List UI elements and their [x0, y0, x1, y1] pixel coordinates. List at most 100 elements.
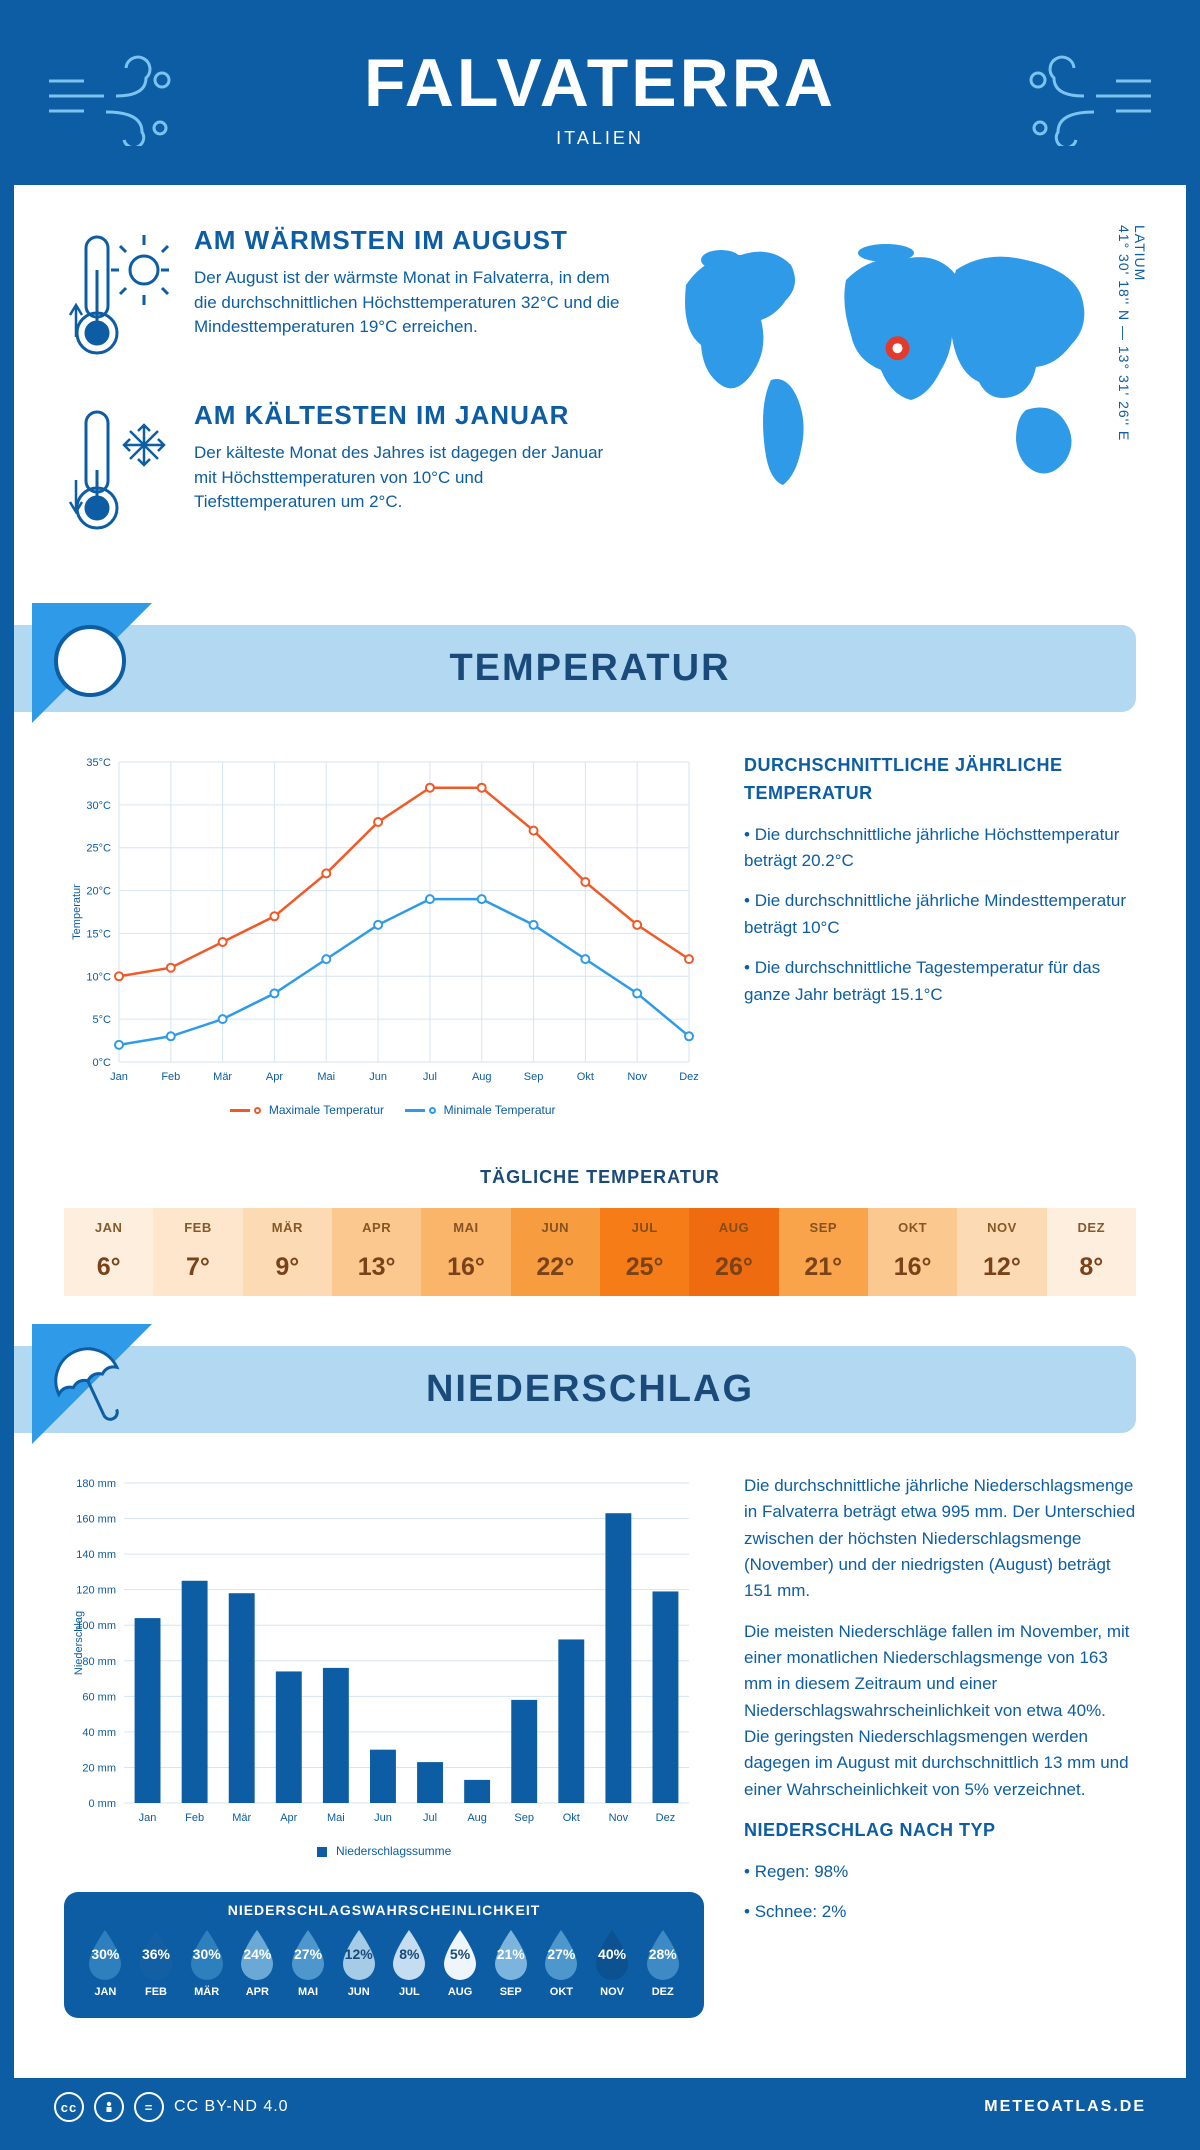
content: AM WÄRMSTEN IM AUGUST Der August ist der… — [14, 185, 1186, 2078]
temperature-line-chart: 0°C5°C10°C15°C20°C25°C30°C35°CJanFebMärA… — [64, 752, 704, 1092]
daily-temp-cell: SEP21° — [779, 1208, 868, 1296]
probability-cell: 40% NOV — [587, 1928, 638, 1998]
warmest-body: Der August ist der wärmste Monat in Falv… — [194, 266, 626, 340]
temperature-panel: 0°C5°C10°C15°C20°C25°C30°C35°CJanFebMärA… — [64, 752, 1136, 1127]
svg-text:Nov: Nov — [627, 1071, 647, 1083]
coldest-body: Der kälteste Monat des Jahres ist dagege… — [194, 441, 626, 515]
wind-icon — [1006, 46, 1156, 146]
probability-cell: 36% FEB — [131, 1928, 182, 1998]
legend-max-label: Maximale Temperatur — [269, 1103, 384, 1117]
warmest-block: AM WÄRMSTEN IM AUGUST Der August ist der… — [64, 225, 626, 370]
legend-min-label: Minimale Temperatur — [444, 1103, 556, 1117]
world-map-icon — [656, 225, 1116, 505]
probability-row: 30% JAN 36% FEB 30% MÄR 24% — [80, 1928, 688, 1998]
brand-label: METEOATLAS.DE — [984, 2098, 1146, 2116]
probability-cell: 28% DEZ — [637, 1928, 688, 1998]
svg-text:0°C: 0°C — [93, 1057, 112, 1069]
coordinates: LATIUM 41° 30' 18'' N — 13° 31' 26'' E — [1116, 225, 1148, 441]
intro-left: AM WÄRMSTEN IM AUGUST Der August ist der… — [64, 225, 626, 575]
header: FALVATERRA ITALIEN — [14, 14, 1186, 185]
daily-temp-cell: AUG26° — [689, 1208, 778, 1296]
svg-text:Mär: Mär — [232, 1812, 251, 1824]
temp-side-bullet: Die durchschnittliche jährliche Höchstte… — [744, 822, 1136, 875]
precip-type-list: Regen: 98%Schnee: 2% — [744, 1859, 1136, 1926]
intro-section: AM WÄRMSTEN IM AUGUST Der August ist der… — [64, 225, 1136, 575]
umbrella-icon — [32, 1324, 152, 1444]
coords-label: 41° 30' 18'' N — 13° 31' 26'' E — [1116, 225, 1132, 441]
daily-temp-cell: FEB7° — [153, 1208, 242, 1296]
precip-type-bullet: Schnee: 2% — [744, 1899, 1136, 1925]
page: FALVATERRA ITALIEN — [0, 0, 1200, 2150]
daily-temp-cell: MÄR9° — [243, 1208, 332, 1296]
page-title: FALVATERRA — [34, 44, 1166, 122]
page-subtitle: ITALIEN — [34, 128, 1166, 149]
svg-text:Dez: Dez — [656, 1812, 676, 1824]
precip-type-title: NIEDERSCHLAG NACH TYP — [744, 1817, 1136, 1845]
probability-cell: 24% APR — [232, 1928, 283, 1998]
thermometer-sun-icon — [64, 225, 174, 370]
svg-text:Mär: Mär — [213, 1071, 232, 1083]
coldest-block: AM KÄLTESTEN IM JANUAR Der kälteste Mona… — [64, 400, 626, 545]
nd-icon: = — [134, 2092, 164, 2122]
daily-temp-cell: MAI16° — [421, 1208, 510, 1296]
temp-side-title: DURCHSCHNITTLICHE JÄHRLICHE TEMPERATUR — [744, 752, 1136, 808]
svg-text:0 mm: 0 mm — [89, 1798, 117, 1810]
svg-text:80 mm: 80 mm — [82, 1656, 116, 1668]
daily-temp-cell: APR13° — [332, 1208, 421, 1296]
probability-band: NIEDERSCHLAGSWAHRSCHEINLICHKEIT 30% JAN … — [64, 1892, 704, 2018]
svg-text:Okt: Okt — [563, 1812, 580, 1824]
temperature-chart-col: 0°C5°C10°C15°C20°C25°C30°C35°CJanFebMärA… — [64, 752, 704, 1127]
map-marker-icon — [886, 336, 910, 360]
temp-side-bullet: Die durchschnittliche Tagestemperatur fü… — [744, 955, 1136, 1008]
daily-temp-title: TÄGLICHE TEMPERATUR — [64, 1167, 1136, 1188]
svg-text:60 mm: 60 mm — [82, 1691, 116, 1703]
svg-text:35°C: 35°C — [86, 757, 111, 769]
daily-temp-cell: JUL25° — [600, 1208, 689, 1296]
svg-text:180 mm: 180 mm — [76, 1478, 116, 1490]
svg-text:Apr: Apr — [266, 1071, 283, 1083]
precip-chart-legend: Niederschlagssumme — [64, 1838, 704, 1868]
svg-text:25°C: 25°C — [86, 843, 111, 855]
precipitation-bar-chart: 0 mm20 mm40 mm60 mm80 mm100 mm120 mm140 … — [64, 1473, 704, 1833]
probability-cell: 8% JUL — [384, 1928, 435, 1998]
sun-icon — [32, 603, 152, 723]
temp-side-bullet: Die durchschnittliche jährliche Mindestt… — [744, 888, 1136, 941]
svg-text:Jul: Jul — [423, 1812, 437, 1824]
probability-cell: 27% OKT — [536, 1928, 587, 1998]
precipitation-section-label: NIEDERSCHLAG — [426, 1368, 754, 1410]
svg-text:Sep: Sep — [524, 1071, 544, 1083]
wind-icon — [44, 46, 194, 146]
svg-text:Sep: Sep — [514, 1812, 534, 1824]
svg-text:Aug: Aug — [472, 1071, 492, 1083]
svg-text:Jan: Jan — [110, 1071, 128, 1083]
svg-text:Jun: Jun — [369, 1071, 387, 1083]
svg-text:Okt: Okt — [577, 1071, 594, 1083]
svg-text:Aug: Aug — [467, 1812, 487, 1824]
probability-cell: 30% JAN — [80, 1928, 131, 1998]
svg-text:Mai: Mai — [317, 1071, 335, 1083]
svg-text:15°C: 15°C — [86, 928, 111, 940]
temperature-section-label: TEMPERATUR — [449, 647, 730, 689]
coldest-title: AM KÄLTESTEN IM JANUAR — [194, 400, 626, 431]
legend-swatch — [317, 1847, 327, 1857]
svg-text:Jan: Jan — [139, 1812, 157, 1824]
temperature-section-title: TEMPERATUR — [14, 625, 1136, 712]
license-label: CC BY-ND 4.0 — [174, 2098, 289, 2116]
warmest-title: AM WÄRMSTEN IM AUGUST — [194, 225, 626, 256]
temperature-side-col: DURCHSCHNITTLICHE JÄHRLICHE TEMPERATUR D… — [744, 752, 1136, 1127]
precip-side-col: Die durchschnittliche jährliche Niedersc… — [744, 1473, 1136, 2018]
precip-side-p2: Die meisten Niederschläge fallen im Nove… — [744, 1619, 1136, 1803]
precipitation-panel: 0 mm20 mm40 mm60 mm80 mm100 mm120 mm140 … — [64, 1473, 1136, 2018]
svg-text:5°C: 5°C — [93, 1014, 112, 1026]
precipitation-section-title: NIEDERSCHLAG — [14, 1346, 1136, 1433]
cc-icon: cc — [54, 2092, 84, 2122]
svg-text:30°C: 30°C — [86, 800, 111, 812]
svg-text:Jul: Jul — [423, 1071, 437, 1083]
probability-cell: 5% AUG — [435, 1928, 486, 1998]
svg-text:40 mm: 40 mm — [82, 1727, 116, 1739]
footer: cc = CC BY-ND 4.0 METEOATLAS.DE — [14, 2078, 1186, 2136]
intro-map: LATIUM 41° 30' 18'' N — 13° 31' 26'' E — [656, 225, 1136, 575]
svg-text:Feb: Feb — [161, 1071, 180, 1083]
svg-text:Nov: Nov — [609, 1812, 629, 1824]
region-label: LATIUM — [1132, 225, 1148, 281]
